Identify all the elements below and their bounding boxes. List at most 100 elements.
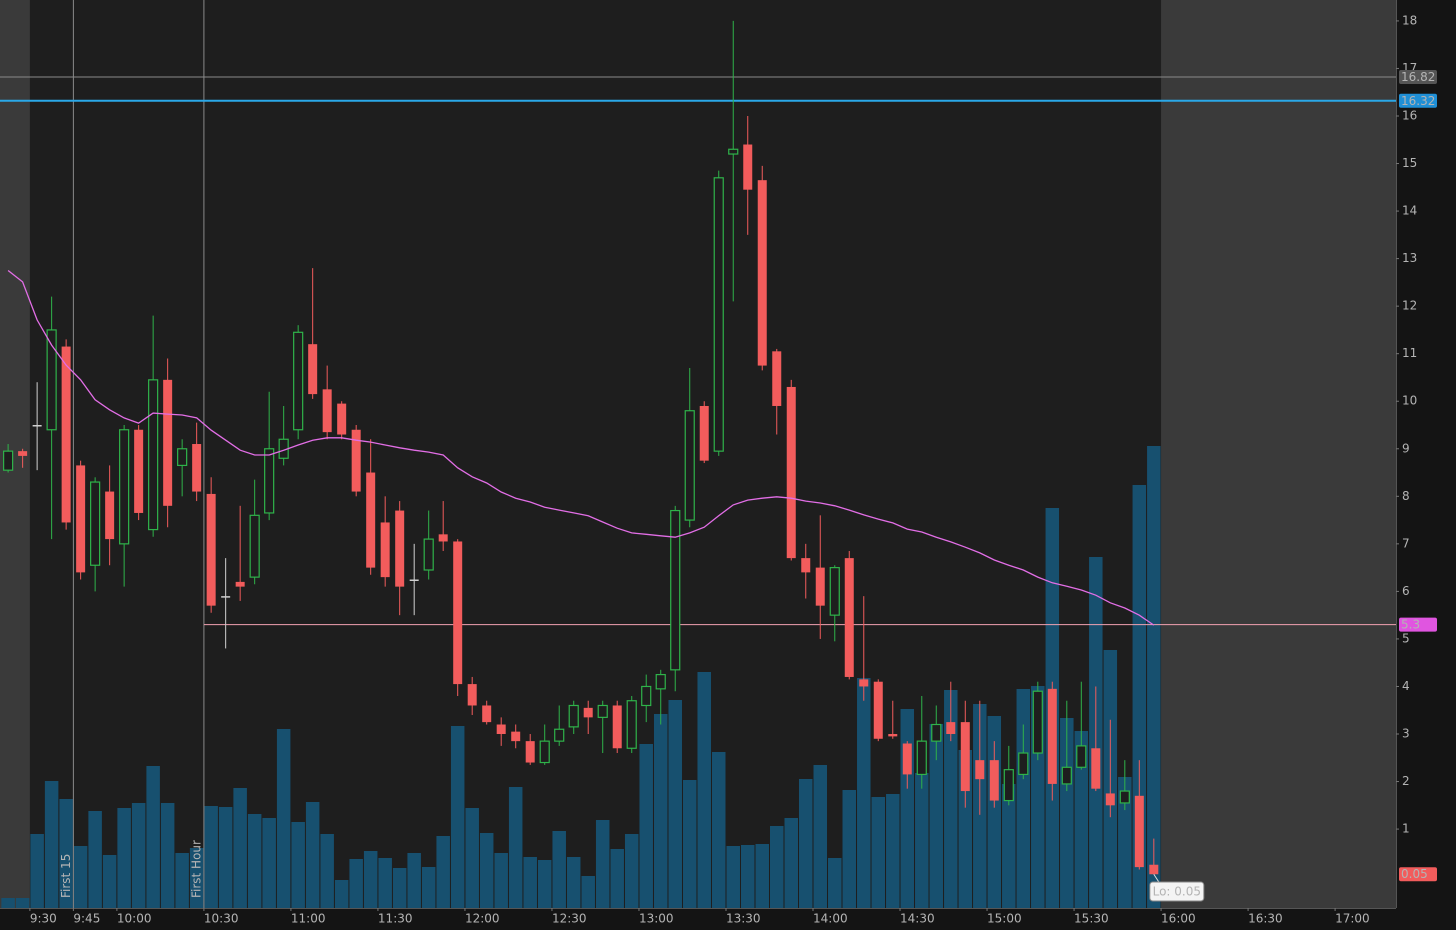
volume-bar — [363, 851, 378, 908]
volume-bar — [711, 752, 726, 908]
volume-bar — [59, 799, 73, 908]
candle-body — [395, 510, 405, 587]
volume-bar — [117, 808, 131, 908]
y-tick-label: 2 — [1402, 774, 1410, 788]
low-annotation-box — [1149, 881, 1205, 902]
y-tick-label: 10 — [1402, 394, 1417, 408]
candle-body — [815, 567, 825, 606]
volume-bar — [900, 709, 915, 908]
candle-body — [380, 522, 390, 578]
volume-bar — [1074, 731, 1089, 908]
volume-bar — [175, 853, 189, 908]
candle-body — [888, 734, 898, 737]
price-level-label-box — [1399, 93, 1437, 108]
volume-bar — [755, 844, 769, 908]
volume-bar — [769, 826, 784, 908]
candle-body — [670, 509, 681, 671]
candle-body — [163, 379, 173, 506]
volume-bar — [160, 803, 175, 908]
x-tick-label: 9:30 — [30, 912, 57, 926]
volume-bar — [828, 858, 842, 908]
candle-body — [18, 451, 28, 456]
candle-body — [829, 567, 840, 616]
volume-bar — [944, 690, 958, 908]
candle-body — [1076, 745, 1087, 768]
candle-body — [119, 429, 130, 545]
price-level-label-box — [1399, 617, 1437, 632]
x-tick-label: 14:00 — [813, 912, 848, 926]
candle-body — [772, 351, 782, 406]
volume-bar — [523, 857, 537, 908]
candle-body — [453, 541, 463, 685]
candle-body — [177, 448, 188, 467]
x-tick-label: 15:30 — [1074, 912, 1109, 926]
candle-body — [351, 429, 361, 492]
candle-body — [554, 728, 565, 742]
y-tick-label: 1 — [1402, 822, 1410, 836]
volume-bar — [218, 807, 233, 908]
candle-body — [597, 704, 608, 718]
candle-body — [496, 724, 506, 735]
y-tick-label: 15 — [1402, 156, 1417, 170]
volume-bar — [813, 765, 828, 908]
volume-bar — [305, 802, 320, 908]
candle-body — [713, 177, 724, 452]
y-tick-label: 8 — [1402, 489, 1410, 503]
volume-bar — [929, 724, 944, 908]
candle-body — [612, 705, 622, 749]
x-tick-label: 16:00 — [1161, 912, 1196, 926]
moving-average-line — [7, 269, 1155, 626]
candle-body — [409, 579, 419, 582]
volume-bar — [334, 880, 349, 908]
candle-body — [946, 722, 956, 735]
candle-body — [105, 491, 115, 540]
candle-body — [148, 379, 159, 531]
candle-body — [655, 673, 666, 690]
y-tick-label: 5 — [1402, 631, 1410, 645]
y-tick-label: 13 — [1402, 251, 1417, 265]
candle-body — [525, 741, 535, 763]
x-axis-band — [0, 908, 1456, 930]
volume-bar — [595, 820, 610, 908]
volume-bar — [1016, 689, 1031, 908]
x-tick-label: 11:30 — [378, 912, 413, 926]
candle-body — [626, 700, 637, 749]
candle-body — [916, 740, 927, 776]
y-tick-label: 12 — [1402, 299, 1417, 313]
volume-bar — [886, 794, 900, 908]
price-level-label-box — [1399, 70, 1437, 85]
volume-bar — [915, 773, 929, 908]
volume-bar — [857, 678, 871, 908]
volume-bar — [15, 898, 30, 908]
candle-body — [61, 346, 71, 523]
volume-bar — [624, 834, 639, 908]
candle-body — [308, 344, 318, 395]
volume-bar — [668, 700, 682, 908]
volume-bar — [30, 834, 44, 908]
x-tick-label: 10:30 — [204, 912, 239, 926]
volume-bar — [392, 868, 407, 908]
last-price-label-box — [1399, 867, 1437, 882]
candle-body — [482, 705, 492, 723]
x-tick-label: 13:00 — [639, 912, 674, 926]
candle-body — [1003, 769, 1014, 802]
volume-bar — [189, 848, 204, 908]
y-tick-label: 9 — [1402, 441, 1410, 455]
candle-body — [337, 403, 347, 435]
candle-body — [801, 558, 811, 573]
volume-bar — [799, 779, 813, 908]
candle-body — [293, 331, 304, 431]
y-tick-label: 6 — [1402, 584, 1410, 598]
x-tick-label: 10:00 — [117, 912, 152, 926]
session-marker-label: First 15 — [59, 854, 73, 898]
candle-body — [989, 760, 999, 801]
x-tick-label: 12:30 — [552, 912, 587, 926]
candle-body — [235, 581, 245, 587]
price-level-label: 5.3 — [1401, 618, 1420, 632]
overlay-layer: Lo: 0.05 — [7, 269, 1205, 902]
y-tick-label: 4 — [1402, 679, 1410, 693]
candle-body — [1105, 793, 1115, 806]
volume-bar — [610, 849, 624, 908]
